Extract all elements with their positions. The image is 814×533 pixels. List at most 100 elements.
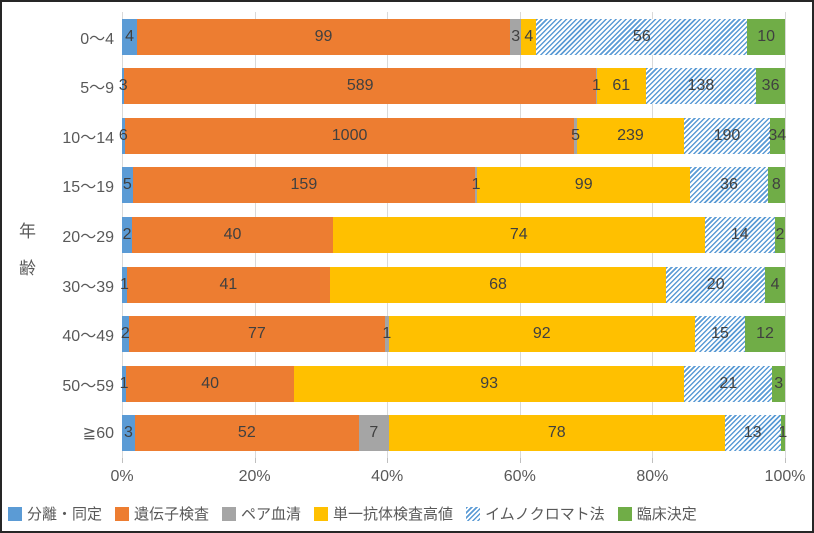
bar-row: 40〜49 2 77 1 92 15 12 bbox=[62, 309, 785, 359]
legend-label: ペア血清 bbox=[241, 506, 302, 523]
data-label: 3 bbox=[118, 77, 128, 95]
bar-segment: 3 bbox=[510, 18, 522, 55]
data-label: 36 bbox=[761, 77, 780, 95]
data-label: 1 bbox=[471, 176, 481, 194]
data-label: 5 bbox=[571, 126, 581, 144]
x-axis-tick-label: 20% bbox=[238, 468, 271, 485]
x-axis-tick bbox=[652, 458, 654, 463]
data-label: 1 bbox=[382, 325, 392, 343]
x-axis-tick bbox=[785, 458, 786, 463]
data-label: 10 bbox=[757, 27, 776, 45]
bar-row: 20〜29 2 40 74 14 2 bbox=[62, 210, 785, 260]
legend-label: 遺伝子検査 bbox=[134, 506, 210, 523]
data-label: 92 bbox=[532, 325, 551, 343]
bar-segment: 36 bbox=[690, 167, 768, 204]
data-label: 3 bbox=[511, 27, 521, 45]
category-label: 5〜9 bbox=[80, 80, 114, 98]
data-label: 41 bbox=[219, 275, 238, 293]
data-label: 61 bbox=[612, 77, 631, 95]
bar-segment: 5 bbox=[571, 117, 580, 154]
bar-row: 15〜19 5 159 1 99 36 8 bbox=[62, 161, 785, 211]
legend-item: 遺伝子検査 bbox=[115, 503, 209, 524]
data-label: 138 bbox=[687, 77, 715, 95]
bar-segment: 68 bbox=[329, 266, 667, 303]
bar-segment: 8 bbox=[767, 167, 785, 204]
stacked-bar: 1 41 68 20 4 bbox=[120, 266, 785, 303]
legend-label: 臨床決定 bbox=[636, 506, 697, 523]
legend-item: 臨床決定 bbox=[617, 503, 697, 524]
bar-segment: 4 bbox=[122, 18, 138, 55]
legend-label: 分離・同定 bbox=[27, 506, 103, 523]
data-label: 7 bbox=[369, 424, 379, 442]
x-axis-tick bbox=[387, 458, 389, 463]
category-label: 40〜49 bbox=[62, 328, 114, 346]
legend: 分離・同定 遺伝子検査 ペア血清 単一抗体検査高値 イムノクロマト法 臨床決定 bbox=[8, 503, 697, 524]
data-label: 1 bbox=[120, 275, 129, 293]
bar-segment: 21 bbox=[684, 365, 773, 402]
bar-segment: 138 bbox=[645, 68, 757, 105]
bar-segment: 1 bbox=[778, 415, 788, 452]
data-label: 4 bbox=[524, 27, 534, 45]
data-label: 4 bbox=[125, 27, 134, 45]
stacked-bar: 5 159 1 99 36 8 bbox=[122, 167, 785, 204]
bar-row: 50〜59 1 40 93 21 3 bbox=[62, 359, 785, 409]
stacked-bar: 3 589 1 61 138 36 bbox=[119, 68, 785, 105]
data-label: 36 bbox=[720, 176, 738, 194]
stacked-bar: 2 77 1 92 15 12 bbox=[120, 316, 785, 353]
category-label: 20〜29 bbox=[62, 229, 114, 247]
plot-area: 0〜4 4 99 3 4 56 10 5〜9 3 589 1 61 138 36 10〜14 6 1000 5 23… bbox=[62, 12, 788, 459]
x-axis: 0% 20% 40% 60% 80% 100% bbox=[110, 458, 805, 492]
bar-segment: 14 bbox=[704, 217, 775, 254]
stacked-bar: 4 99 3 4 56 10 bbox=[122, 18, 785, 55]
legend-item: ペア血清 bbox=[222, 503, 301, 524]
data-label: 2 bbox=[120, 325, 130, 343]
bar-row: ≧60 3 52 7 78 13 1 bbox=[83, 409, 788, 459]
bar-segment: 3 bbox=[119, 68, 128, 105]
data-label: 4 bbox=[770, 275, 780, 293]
data-label: 13 bbox=[743, 424, 762, 442]
data-label: 40 bbox=[223, 226, 242, 244]
data-label: 40 bbox=[201, 374, 220, 392]
bar-segment: 1000 bbox=[124, 117, 575, 154]
category-label: 10〜14 bbox=[62, 129, 114, 147]
bar-row: 10〜14 6 1000 5 239 190 34 bbox=[62, 111, 786, 161]
stacked-bar: 3 52 7 78 13 1 bbox=[122, 415, 788, 452]
stacked-bar: 1 40 93 21 3 bbox=[120, 365, 785, 402]
x-axis-tick-label: 0% bbox=[110, 468, 134, 485]
plot-rows: 0〜4 4 99 3 4 56 10 5〜9 3 589 1 61 138 36 10〜14 6 1000 5 23… bbox=[62, 12, 788, 459]
bar-segment: 1 bbox=[120, 266, 129, 303]
category-label: 0〜4 bbox=[80, 30, 114, 48]
data-label: 239 bbox=[617, 126, 644, 144]
category-label: 30〜39 bbox=[62, 278, 114, 296]
bar-segment: 36 bbox=[756, 68, 785, 105]
stacked-bar: 6 1000 5 239 190 34 bbox=[119, 117, 786, 154]
data-label: 2 bbox=[122, 226, 132, 244]
bar-segment: 56 bbox=[536, 18, 748, 55]
bar-segment: 10 bbox=[747, 18, 785, 55]
data-label: 190 bbox=[713, 126, 741, 144]
bar-segment: 2 bbox=[122, 217, 133, 254]
data-label: 589 bbox=[346, 77, 374, 95]
bar-segment: 4 bbox=[765, 266, 785, 303]
bar-segment: 1 bbox=[382, 316, 392, 353]
legend-swatch-icon bbox=[617, 506, 632, 521]
data-label: 3 bbox=[774, 374, 784, 392]
x-axis-tick-label: 40% bbox=[371, 468, 404, 485]
bar-row: 0〜4 4 99 3 4 56 10 bbox=[80, 12, 785, 62]
x-axis-tick bbox=[254, 458, 256, 463]
bar-segment: 40 bbox=[132, 217, 333, 254]
bar-segment: 78 bbox=[388, 415, 725, 452]
y-axis-title: 年齢 bbox=[16, 222, 35, 296]
data-label: 52 bbox=[237, 424, 256, 442]
bar-segment: 3 bbox=[122, 415, 135, 452]
data-label: 1 bbox=[591, 77, 601, 95]
data-label: 99 bbox=[314, 27, 333, 45]
data-label: 1 bbox=[778, 424, 788, 442]
bar-row: 5〜9 3 589 1 61 138 36 bbox=[80, 62, 785, 112]
category-label: 50〜59 bbox=[62, 377, 114, 395]
x-axis-tick bbox=[122, 458, 123, 463]
data-label: 93 bbox=[480, 374, 499, 392]
legend-item: イムノクロマト法 bbox=[466, 503, 605, 524]
bar-segment: 52 bbox=[134, 415, 359, 452]
bar-segment: 99 bbox=[137, 18, 510, 55]
